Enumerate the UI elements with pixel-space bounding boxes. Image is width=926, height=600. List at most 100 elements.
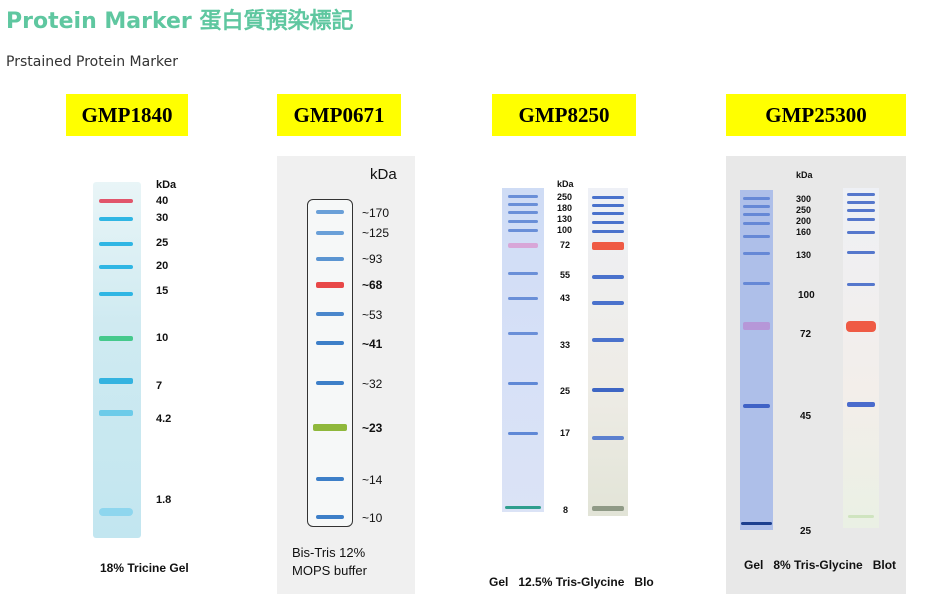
- mw-label: 10: [156, 332, 169, 344]
- band-20: [99, 265, 133, 269]
- gel-band: [508, 195, 538, 198]
- kda-label: kDa: [796, 170, 813, 180]
- mw-label: ~68: [362, 278, 383, 292]
- gel-band: [508, 297, 538, 300]
- blot-band: [592, 275, 624, 279]
- mw-label: 55: [560, 270, 571, 280]
- product-label-gmp1840: GMP1840: [66, 94, 188, 136]
- product-label-gmp8250: GMP8250: [492, 94, 636, 136]
- mw-label: 130: [557, 214, 573, 224]
- mw-label: 180: [557, 203, 573, 213]
- mw-label: 250: [796, 205, 812, 215]
- blot-band: [847, 193, 875, 196]
- mw-label: ~14: [362, 473, 383, 487]
- blot-band: [592, 388, 624, 392]
- mw-label: 7: [156, 380, 163, 392]
- kda-label: kDa: [156, 179, 177, 191]
- blot-lane: [588, 188, 628, 516]
- mw-label: 160: [796, 227, 812, 237]
- mw-label: 25: [800, 526, 812, 537]
- blot-band: [592, 338, 624, 342]
- mw-label: 40: [156, 195, 169, 207]
- mw-label: 100: [798, 290, 815, 301]
- gel-band: [505, 506, 541, 509]
- product-label-gmp0671: GMP0671: [277, 94, 401, 136]
- gel-lane-frame: [307, 199, 353, 527]
- band-53: [316, 312, 344, 316]
- band-93: [316, 257, 344, 261]
- band-15: [99, 292, 133, 296]
- blot-band: [592, 242, 624, 250]
- band-125: [316, 231, 344, 235]
- mw-label: ~23: [362, 421, 383, 435]
- mw-label: 17: [560, 428, 571, 438]
- band-32: [316, 381, 344, 385]
- blot-band: [848, 515, 874, 518]
- gel-caption: Gel 8% Tris-Glycine Blot: [744, 558, 897, 572]
- product-label-gmp25300: GMP25300: [726, 94, 906, 136]
- mw-label: 20: [156, 260, 169, 272]
- blot-band: [847, 218, 875, 221]
- mw-label: 30: [156, 212, 169, 224]
- gel-lane: [93, 182, 141, 538]
- blot-band: [592, 506, 624, 511]
- gel-band: [743, 404, 770, 408]
- gel-caption-line-2: MOPS buffer: [292, 563, 367, 578]
- gel-band: [743, 213, 770, 216]
- blot-band: [592, 196, 624, 199]
- page-subtitle: Prstained Protein Marker: [6, 54, 178, 70]
- band-30: [99, 217, 133, 221]
- gel-lane: [740, 190, 773, 530]
- mw-label: 100: [557, 225, 573, 235]
- kda-label: kDa: [370, 166, 397, 183]
- mw-label: 33: [560, 340, 571, 350]
- gel-caption: 18% Tricine Gel: [100, 561, 189, 575]
- mw-label: 72: [560, 240, 571, 250]
- gel-caption-line-1: Bis-Tris 12%: [292, 545, 366, 560]
- blot-lane: [843, 188, 879, 528]
- mw-label: 250: [557, 192, 573, 202]
- gel-band: [508, 220, 538, 223]
- gel-band: [508, 332, 538, 335]
- band-10: [99, 336, 133, 341]
- gel-caption: Gel 12.5% Tris-Glycine Blo: [489, 575, 654, 589]
- mw-label: 25: [560, 386, 571, 396]
- mw-label: ~125: [362, 226, 390, 240]
- blot-band: [847, 201, 875, 204]
- mw-label: 45: [800, 411, 812, 422]
- gel-band: [508, 272, 538, 275]
- mw-label: 4.2: [156, 413, 172, 425]
- blot-band: [592, 212, 624, 215]
- gel-band: [508, 229, 538, 232]
- mw-label: 25: [156, 237, 169, 249]
- blot-band: [847, 402, 875, 407]
- band-1-8: [99, 508, 133, 516]
- mw-label: ~53: [362, 308, 383, 322]
- band-40: [99, 199, 133, 203]
- band-25: [99, 242, 133, 246]
- mw-label: ~41: [362, 337, 383, 351]
- blot-band: [592, 230, 624, 233]
- gel-band: [743, 235, 770, 238]
- mw-label: ~32: [362, 377, 383, 391]
- band-23: [313, 424, 347, 431]
- blot-band: [592, 204, 624, 207]
- gel-band: [508, 203, 538, 206]
- mw-label: 1.8: [156, 494, 172, 506]
- mw-label: ~10: [362, 511, 383, 525]
- gel-band: [743, 205, 770, 208]
- band-14: [316, 477, 344, 481]
- band-10: [316, 515, 344, 519]
- blot-band: [846, 321, 876, 332]
- blot-band: [847, 231, 875, 234]
- blot-band: [592, 436, 624, 440]
- gel-band: [743, 222, 770, 225]
- mw-label: ~93: [362, 252, 383, 266]
- mw-label: 72: [800, 329, 812, 340]
- gel-band: [743, 197, 770, 200]
- mw-label: 43: [560, 293, 571, 303]
- gel-band: [741, 522, 772, 525]
- band-41: [316, 341, 344, 345]
- blot-band: [847, 251, 875, 254]
- band-4-2: [99, 410, 133, 416]
